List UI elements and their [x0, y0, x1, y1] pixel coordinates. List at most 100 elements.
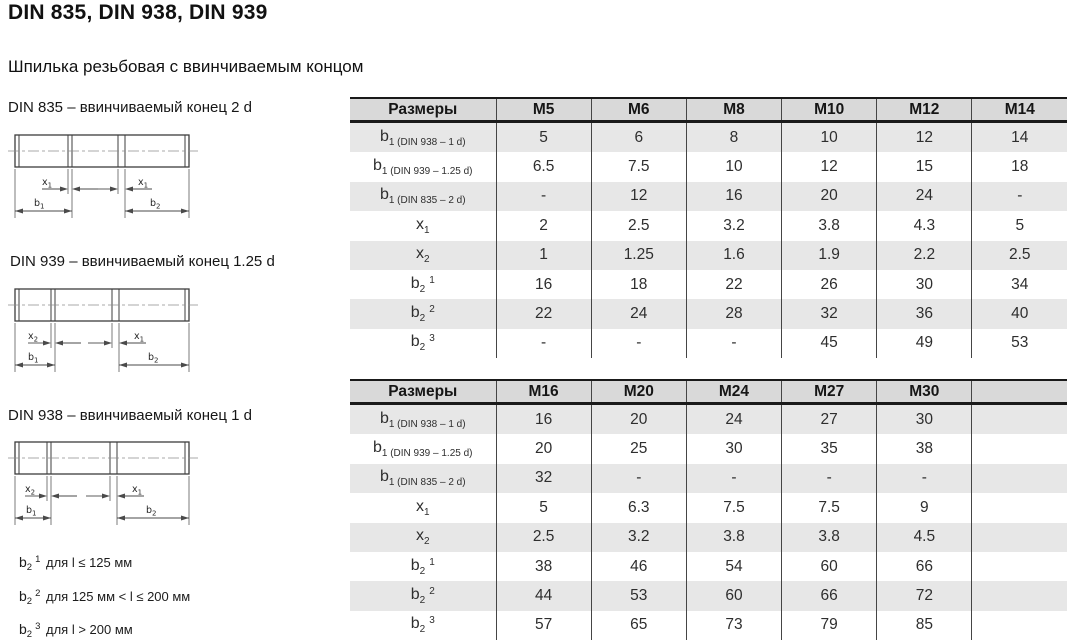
row-label-sub: 1 (DIN 938 – 1 d) [388, 136, 466, 148]
value-cell: 9 [876, 493, 972, 523]
dim-label-x-right: x1 [132, 484, 142, 497]
value-cell: 20 [781, 181, 877, 212]
value-cell: 2 [495, 211, 592, 241]
row-label-base: b [379, 186, 389, 204]
row-label: b23 [350, 611, 496, 640]
row-label-sup: 2 [429, 304, 435, 316]
value-cell: 32 [781, 299, 877, 329]
value-cell [971, 434, 1068, 464]
value-cell: 73 [685, 610, 782, 641]
value-cell: 16 [685, 181, 782, 212]
value-cell: - [685, 328, 782, 359]
footnote-b2-2: b22 для 125 мм < l ≤ 200 мм [19, 588, 191, 607]
value-cell: 22 [685, 269, 782, 300]
header-row: Размеры M5 M6 M8 M10 M12 M14 [350, 97, 1068, 123]
value-cell: 65 [590, 610, 687, 641]
value-cell: 12 [590, 181, 687, 212]
value-cell: 38 [495, 551, 592, 582]
value-cell [971, 493, 1068, 523]
dimension-lines: x2 x1 b1 b2 [14, 323, 190, 372]
dim-label-x-left: x1 [42, 177, 52, 190]
value-cell: 4.5 [876, 522, 972, 552]
value-cell: 2.2 [876, 240, 972, 270]
dim-label-b2: b2 [150, 198, 161, 211]
row-label: b1 (DIN 939 – 1.25 d) [350, 152, 496, 181]
value-cell: 20 [495, 434, 592, 464]
row-label-sub: 1 (DIN 938 – 1 d) [388, 418, 466, 430]
row-label: x2 [350, 240, 496, 270]
row-label-base: b [372, 439, 382, 457]
value-cell: 3.2 [590, 522, 687, 552]
value-cell: 34 [971, 269, 1068, 300]
column-header-size: M5 [495, 97, 592, 123]
value-cell: - [685, 463, 782, 494]
value-cell: 16 [495, 269, 592, 300]
footnote-b2-3: b23 для l > 200 мм [19, 621, 133, 640]
row-label-sub: 2 [419, 283, 426, 295]
row-label-sup: 1 [429, 556, 435, 568]
row-label: b22 [350, 299, 496, 329]
value-cell: 18 [590, 269, 687, 300]
value-cell: 1.6 [685, 240, 782, 270]
value-cell: 44 [495, 581, 592, 611]
table-row: x2 1 1.25 1.6 1.9 2.2 2.5 [350, 240, 1068, 270]
row-label-base: b [379, 409, 389, 427]
page-title: DIN 835, DIN 938, DIN 939 [8, 1, 268, 24]
dim-label-b2: b2 [148, 352, 159, 365]
din938-stud-drawing: x2 x1 b1 b2 [8, 441, 198, 525]
dimensions-table-m16-m30: Размеры M16 M20 M24 M27 M30 b1 (DIN 938 – 1 d)… [350, 379, 1068, 641]
row-label: b1 (DIN 835 – 2 d) [350, 463, 496, 494]
value-cell [971, 581, 1068, 611]
row-label: b1 (DIN 835 – 2 d) [350, 181, 496, 212]
dim-label-b1: b1 [26, 505, 37, 518]
row-label-base: b [410, 304, 420, 322]
value-cell: 7.5 [781, 493, 877, 523]
table-row: x1 2 2.5 3.2 3.8 4.3 5 [350, 211, 1068, 241]
value-cell: - [590, 463, 687, 494]
value-cell: - [781, 463, 877, 494]
value-cell: 25 [590, 434, 687, 464]
table-row: b1 (DIN 939 – 1.25 d) 20 25 30 35 38 [350, 434, 1068, 464]
row-label: x1 [350, 493, 496, 522]
dim-label-x-left: x2 [25, 484, 35, 497]
value-cell [971, 610, 1068, 641]
value-cell: 14 [971, 121, 1068, 153]
row-label-sub: 1 [423, 506, 430, 518]
value-cell: 10 [781, 121, 877, 153]
value-cell [971, 403, 1068, 435]
column-header-size: M20 [590, 379, 687, 405]
row-label-sub: 2 [419, 565, 426, 577]
table-row: b1 (DIN 835 – 2 d) 32- - - - [350, 463, 1068, 494]
value-cell: 2.5 [971, 240, 1068, 270]
value-cell: 32 [495, 463, 592, 494]
row-label-sub: 2 [419, 595, 426, 607]
dim-label-b1: b1 [28, 352, 39, 365]
value-cell: 53 [971, 328, 1068, 359]
value-cell: 1 [495, 240, 592, 270]
value-cell: 24 [876, 181, 972, 212]
row-label-sub: 2 [419, 313, 426, 325]
value-cell: 6.5 [495, 152, 592, 182]
column-header-size: M16 [495, 379, 592, 405]
row-label-sub: 2 [423, 536, 430, 548]
din939-stud-drawing: x2 x1 b1 b2 [8, 288, 198, 372]
value-cell: 54 [685, 551, 782, 582]
row-label-sub: 2 [419, 342, 426, 354]
value-cell: 66 [876, 551, 972, 582]
value-cell: 66 [781, 581, 877, 611]
column-header-size: M30 [876, 379, 972, 405]
value-cell: 30 [876, 269, 972, 300]
row-label-base: b [410, 586, 420, 604]
row-label-base: x [415, 215, 424, 233]
row-label-base: b [410, 556, 420, 574]
value-cell: 53 [590, 581, 687, 611]
table-row: b1 (DIN 939 – 1.25 d) 6.5 7.5 10 12 15 18 [350, 152, 1068, 182]
row-label-sup: 1 [429, 274, 435, 286]
value-cell: 60 [685, 581, 782, 611]
table-row: x1 5 6.3 7.5 7.5 9 [350, 493, 1068, 523]
column-header-size: M14 [971, 97, 1068, 123]
stud-body [8, 134, 198, 168]
column-header-size: M6 [590, 97, 687, 123]
row-label-sub: 1 (DIN 835 – 2 d) [388, 477, 466, 489]
value-cell: 12 [876, 121, 972, 153]
